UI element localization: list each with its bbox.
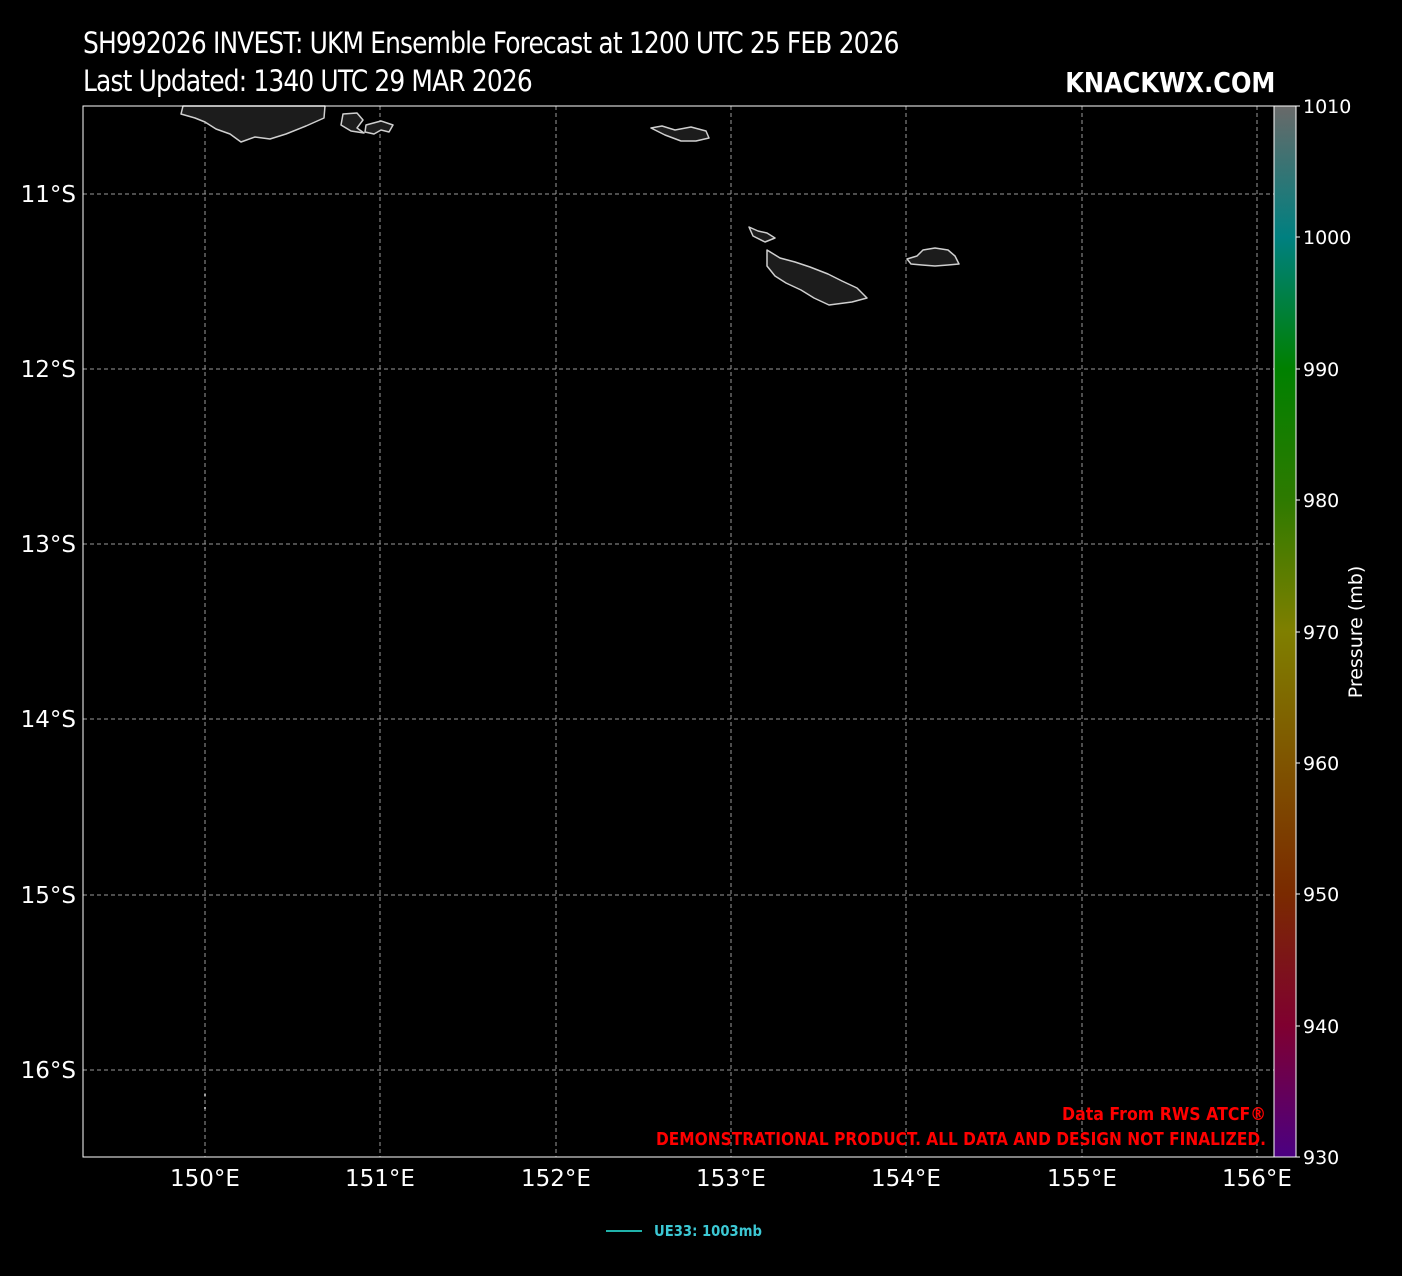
cb-tick-950: 950: [1303, 884, 1339, 906]
lat-label-13: 13°S: [21, 532, 76, 558]
data-source-credit: Data From RWS ATCF®: [1062, 1104, 1266, 1125]
lon-label-155: 155°E: [1047, 1166, 1117, 1192]
island-rennell: [766, 249, 868, 306]
gridlines: [83, 106, 1274, 1157]
cb-tick-1000: 1000: [1303, 227, 1351, 249]
island-rossel: [650, 125, 710, 142]
cb-tick-1010: 1010: [1303, 96, 1351, 118]
pressure-colorbar: [1273, 105, 1297, 1158]
island-small-3: [748, 226, 776, 243]
lat-label-11: 11°S: [21, 182, 76, 208]
brand-logo: KNACKWX.COM: [1064, 66, 1275, 99]
island-small-1: [340, 112, 365, 134]
island-new-guinea-tip: [180, 105, 326, 143]
cb-tick-970: 970: [1303, 622, 1339, 644]
lon-label-156: 156°E: [1222, 1166, 1292, 1192]
island-small-2: [364, 120, 394, 135]
cb-tick-930: 930: [1303, 1147, 1339, 1169]
lat-label-15: 15°S: [21, 883, 76, 909]
lon-label-152: 152°E: [521, 1166, 591, 1192]
colorbar-label: Pressure (mb): [1345, 566, 1367, 699]
lon-label-150: 150°E: [170, 1166, 240, 1192]
map-title: SH992026 INVEST: UKM Ensemble Forecast a…: [83, 26, 900, 60]
dot-marker-2: [204, 1107, 206, 1109]
legend-label-ue33: UE33: 1003mb: [654, 1222, 762, 1240]
land-masses: [180, 105, 960, 306]
lat-label-12: 12°S: [21, 357, 76, 383]
cb-tick-990: 990: [1303, 359, 1339, 381]
last-updated: Last Updated: 1340 UTC 29 MAR 2026: [83, 64, 533, 98]
cb-tick-960: 960: [1303, 753, 1339, 775]
lat-label-16: 16°S: [21, 1058, 76, 1084]
dot-marker-1: [204, 1094, 206, 1096]
lat-label-14: 14°S: [21, 707, 76, 733]
lon-label-153: 153°E: [696, 1166, 766, 1192]
lon-label-154: 154°E: [871, 1166, 941, 1192]
track-legend: UE33: 1003mb: [606, 1222, 777, 1240]
cb-tick-940: 940: [1303, 1016, 1339, 1038]
legend-line-ue33: [606, 1230, 642, 1232]
cb-tick-980: 980: [1303, 490, 1339, 512]
island-small-4: [906, 247, 960, 267]
lon-label-151: 151°E: [345, 1166, 415, 1192]
colorbar-ticks: [1296, 105, 1300, 1158]
demonstration-disclaimer: DEMONSTRATIONAL PRODUCT. ALL DATA AND DE…: [656, 1129, 1266, 1150]
map-background: [83, 106, 1274, 1157]
